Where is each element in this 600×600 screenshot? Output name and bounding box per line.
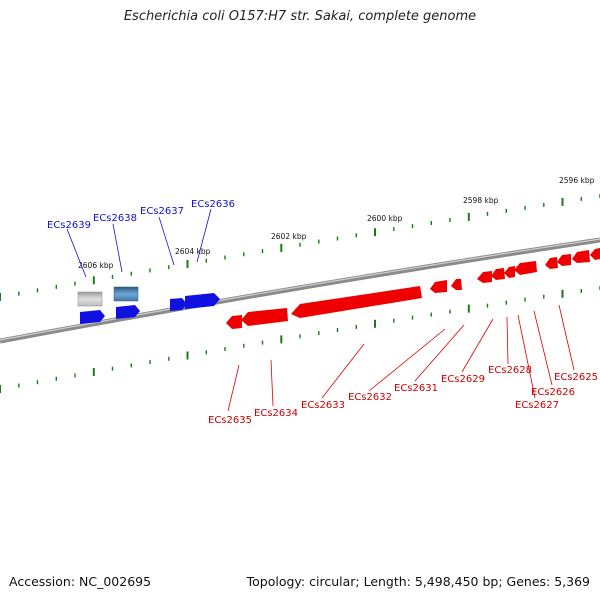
gene-arrow[interactable] [557, 254, 571, 266]
gene-label[interactable]: ECs2625 [554, 372, 598, 383]
gene-label[interactable]: ECs2638 [93, 213, 137, 224]
gene-label[interactable]: ECs2632 [348, 392, 392, 403]
gene-arrow[interactable] [477, 271, 492, 283]
genome-backbone-highlight [0, 238, 600, 341]
gene-ECs2638-block[interactable] [113, 286, 139, 302]
gene-label[interactable]: ECs2627 [515, 400, 559, 411]
scale-label: 2596 kbp [559, 176, 595, 185]
gene-arrow[interactable] [241, 308, 288, 326]
gene-arrow[interactable] [226, 315, 242, 329]
gene-arrow[interactable] [451, 279, 462, 290]
gene-arrow[interactable] [590, 248, 600, 260]
forward-leader-lines [66, 208, 212, 278]
gene-label[interactable]: ECs2626 [531, 387, 575, 398]
gene-labels: ECs2639 ECs2638 ECs2637 ECs2636 ECs2635 … [47, 199, 598, 426]
genome-backbone [0, 237, 600, 344]
gene-label[interactable]: ECs2629 [441, 374, 485, 385]
gene-arrow[interactable] [170, 298, 187, 311]
scale-labels: 2606 kbp 2604 kbp 2602 kbp 2600 kbp 2598… [78, 176, 595, 270]
topology-text: Topology: circular; Length: 5,498,450 bp… [246, 574, 590, 589]
gene-label[interactable]: ECs2635 [208, 415, 252, 426]
gene-arrow[interactable] [572, 250, 590, 263]
gene-arrow[interactable] [504, 266, 515, 278]
gene-arrow[interactable] [80, 310, 105, 324]
gene-arrow[interactable] [116, 305, 140, 319]
gene-ECs2639-block[interactable] [77, 291, 103, 307]
gene-arrow[interactable] [491, 268, 505, 280]
gene-arrow[interactable] [514, 261, 537, 275]
gene-arrow[interactable] [291, 286, 422, 318]
inner-ticks [0, 286, 600, 393]
gene-label[interactable]: ECs2628 [488, 365, 532, 376]
gene-arrow[interactable] [545, 257, 558, 269]
scale-label: 2604 kbp [175, 247, 211, 256]
gene-label[interactable]: ECs2639 [47, 220, 91, 231]
forward-genes [77, 286, 220, 324]
gene-label[interactable]: ECs2633 [301, 400, 345, 411]
scale-label: 2602 kbp [271, 232, 307, 241]
gene-arrow[interactable] [185, 293, 220, 309]
gene-label[interactable]: ECs2636 [191, 199, 235, 210]
scale-label: 2600 kbp [367, 214, 403, 223]
reverse-genes [226, 248, 600, 329]
gene-label[interactable]: ECs2634 [254, 408, 298, 419]
outer-ticks [0, 194, 600, 301]
gene-label[interactable]: ECs2631 [394, 383, 438, 394]
gene-label[interactable]: ECs2637 [140, 206, 184, 217]
scale-label: 2598 kbp [463, 196, 499, 205]
accession-text: Accession: NC_002695 [9, 574, 152, 589]
reverse-leader-lines [227, 304, 575, 412]
gene-arrow[interactable] [430, 280, 447, 293]
scale-label: 2606 kbp [78, 261, 114, 270]
map-title: Escherichia coli O157:H7 str. Sakai, com… [123, 9, 477, 24]
